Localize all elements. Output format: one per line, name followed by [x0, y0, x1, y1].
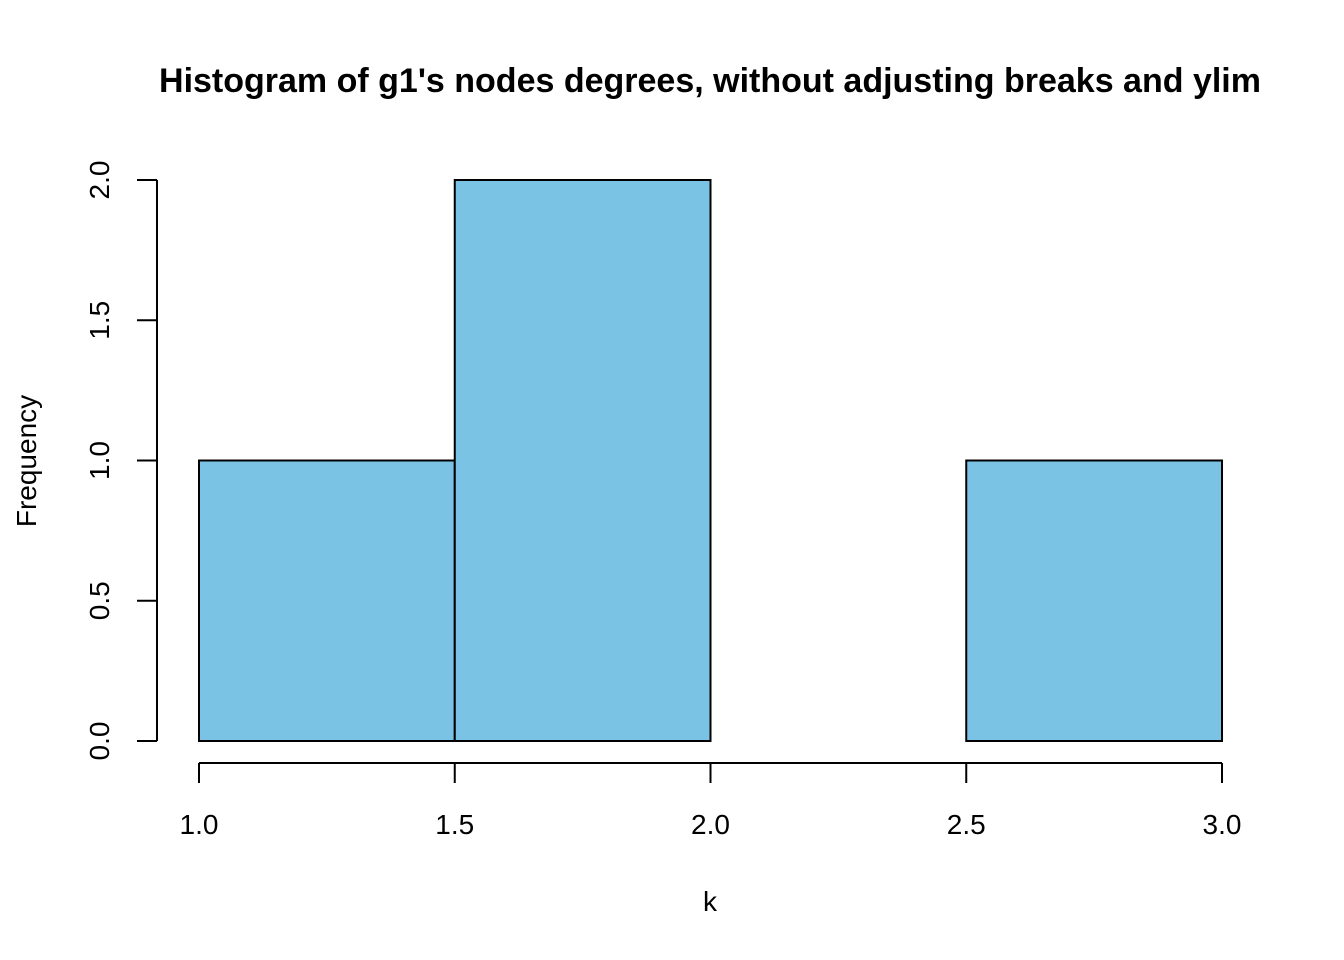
- y-tick-label: 0.5: [84, 581, 115, 620]
- y-axis-label: Frequency: [11, 395, 42, 527]
- histogram-bar: [453, 179, 712, 742]
- x-tick-label: 1.5: [435, 809, 474, 840]
- y-tick-label: 1.0: [84, 441, 115, 480]
- histogram-bars: [198, 179, 1223, 742]
- x-tick-label: 2.5: [947, 809, 986, 840]
- y-tick-label: 1.5: [84, 301, 115, 340]
- x-axis: 1.0 1.5 2.0 2.5 3.0: [180, 762, 1242, 840]
- x-axis-label: k: [703, 886, 718, 917]
- histogram-bar: [198, 459, 456, 742]
- chart-title: Histogram of g1's nodes degrees, without…: [159, 62, 1261, 100]
- x-tick-label: 1.0: [180, 809, 219, 840]
- x-tick-label: 2.0: [691, 809, 730, 840]
- histogram-bar: [965, 459, 1223, 742]
- y-axis: 0.0 0.5 1.0 1.5 2.0: [84, 161, 158, 761]
- x-tick-label: 3.0: [1203, 809, 1242, 840]
- y-tick-label: 2.0: [84, 161, 115, 200]
- y-tick-label: 0.0: [84, 722, 115, 761]
